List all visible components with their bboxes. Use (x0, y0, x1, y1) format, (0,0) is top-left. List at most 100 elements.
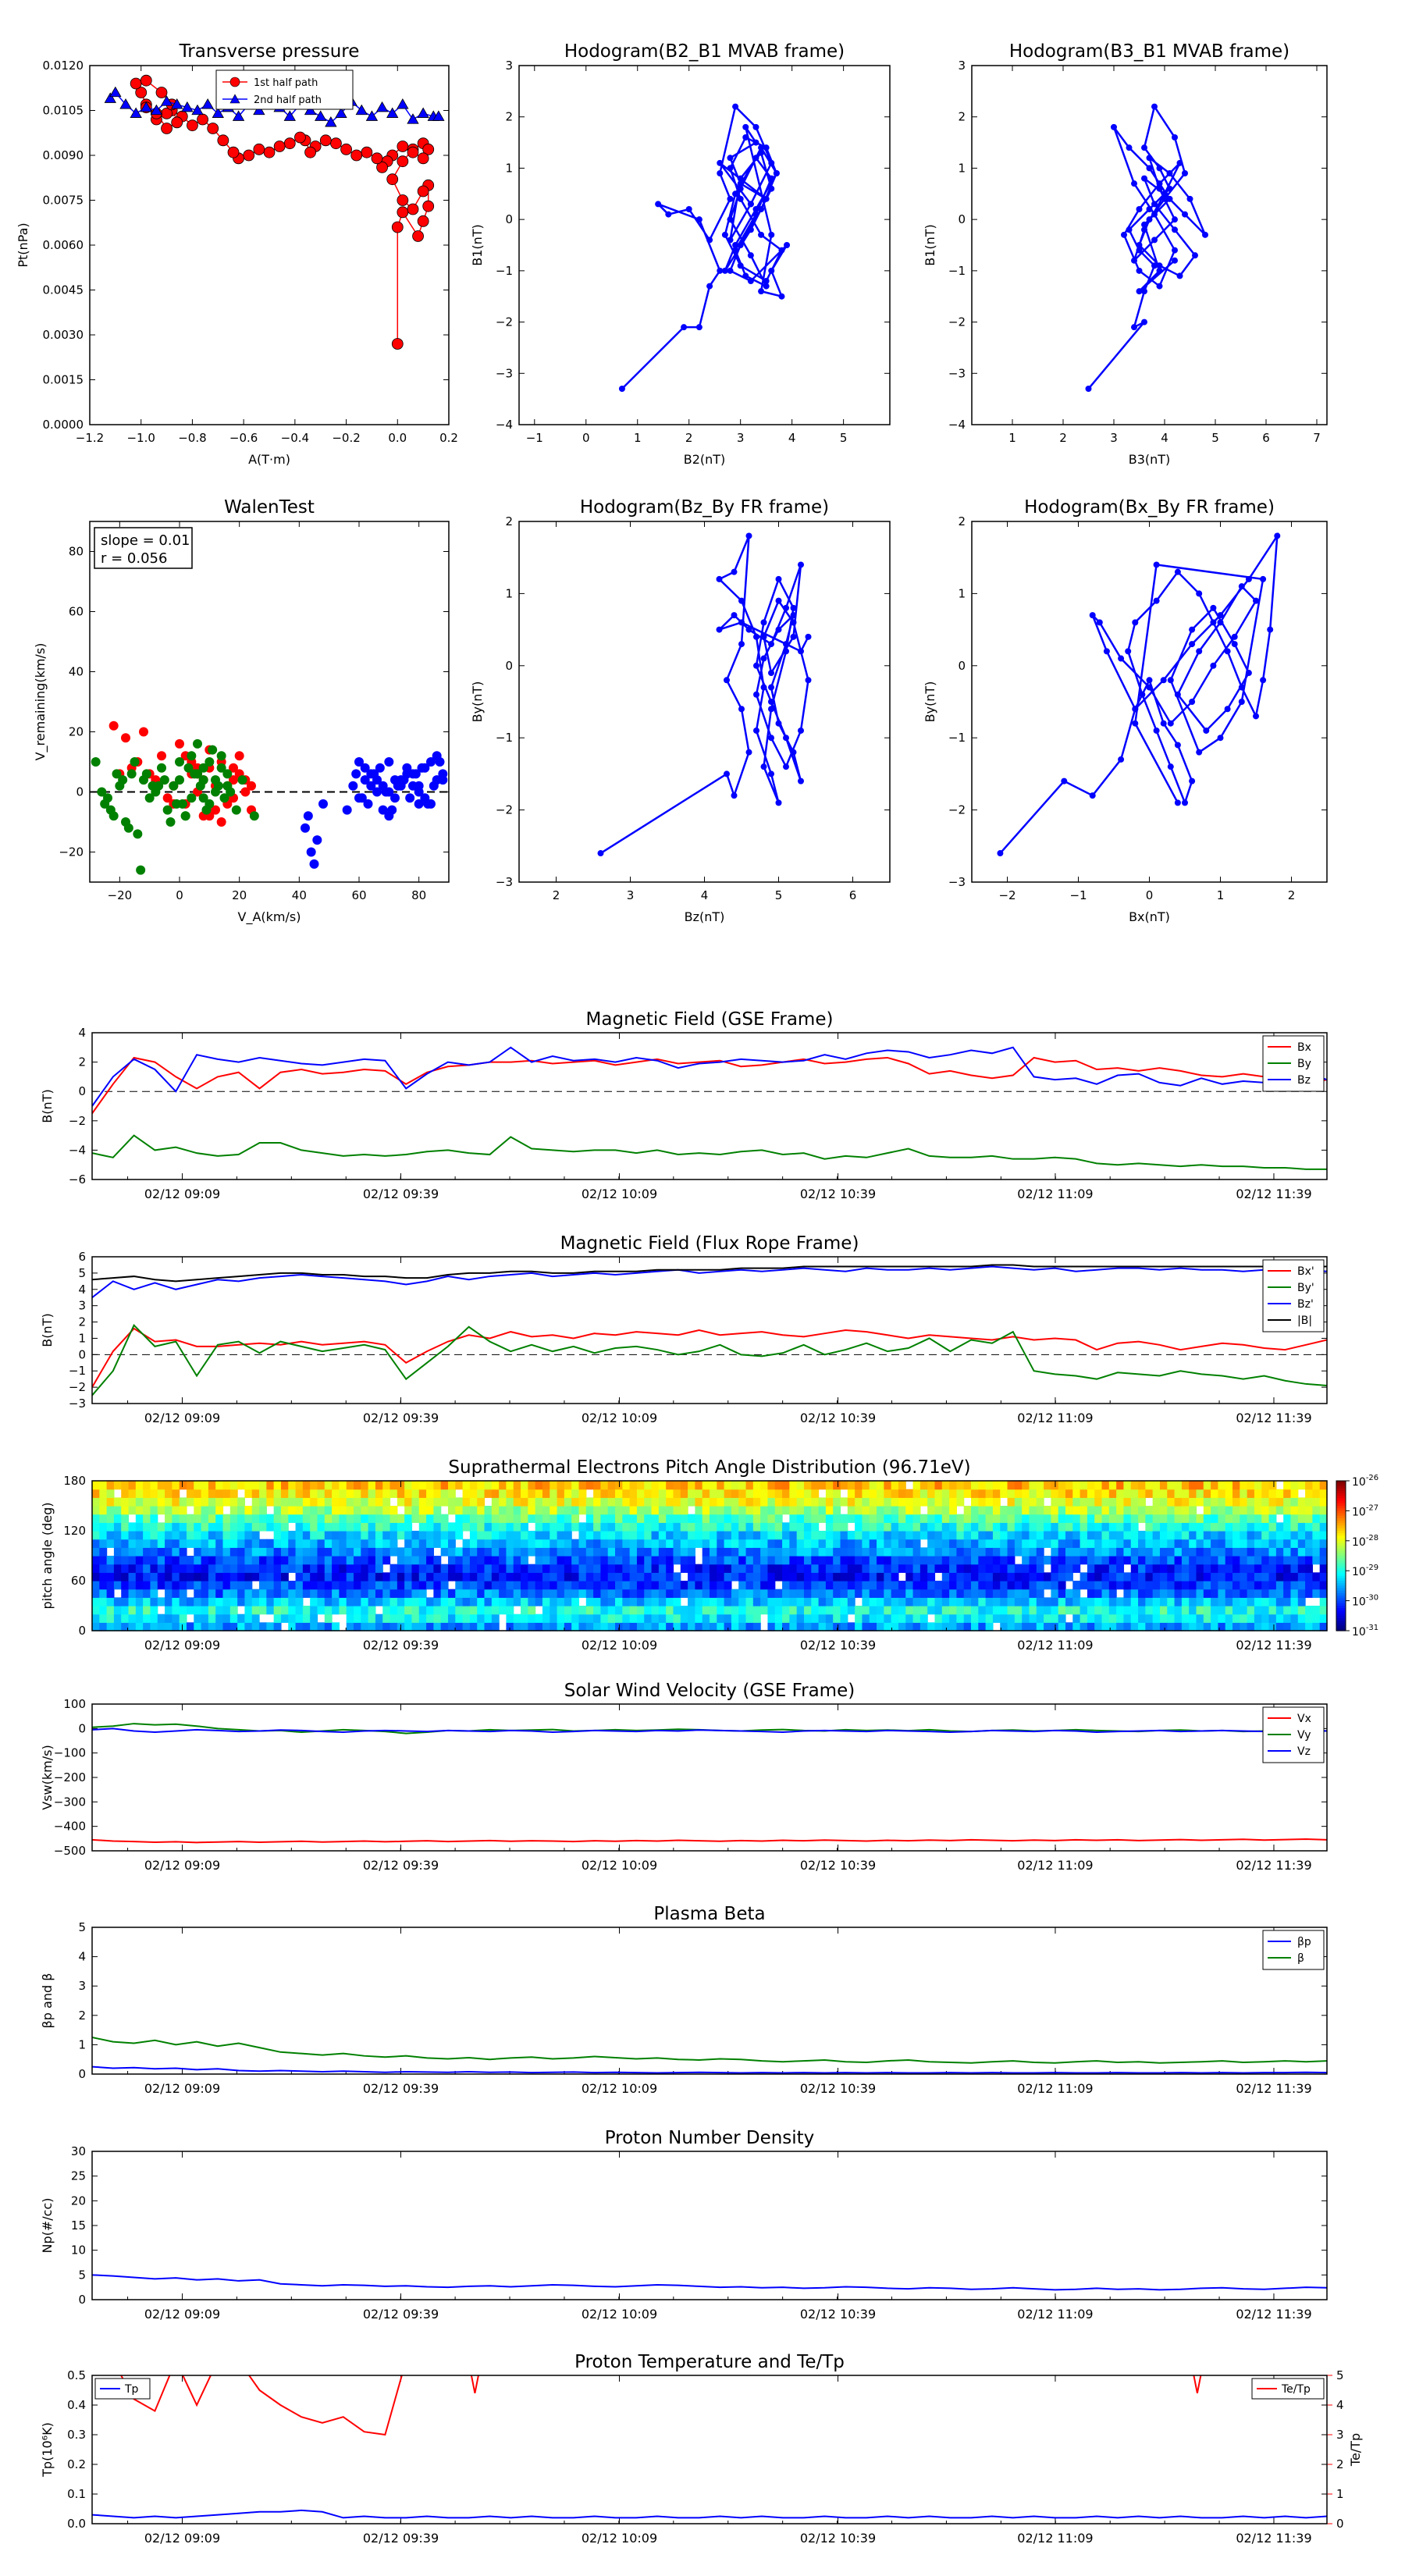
heatmap-cell (542, 1506, 550, 1515)
y-tick-label: 0.0000 (43, 418, 84, 432)
heatmap-cell (796, 1597, 805, 1606)
data-point (402, 763, 412, 773)
heatmap-cell (956, 1522, 965, 1532)
heatmap-cell (135, 1556, 144, 1565)
heatmap-cell (796, 1539, 805, 1548)
heatmap-cell (1072, 1581, 1081, 1590)
heatmap-cell (1211, 1556, 1219, 1565)
heatmap-cell (172, 1597, 180, 1606)
heatmap-cell (389, 1589, 398, 1598)
heatmap-cell (165, 1481, 173, 1490)
heatmap-cell (1152, 1539, 1161, 1548)
heatmap-cell (1000, 1614, 1008, 1623)
heatmap-cell (332, 1564, 340, 1573)
heatmap-cell (280, 1531, 289, 1540)
heatmap-cell (789, 1564, 798, 1573)
heatmap-cell (208, 1497, 216, 1507)
heatmap-cell (636, 1622, 645, 1631)
heatmap-cell (615, 1489, 623, 1498)
heatmap-cell (477, 1539, 486, 1548)
heatmap-cell (215, 1572, 224, 1582)
heatmap-cell (368, 1497, 376, 1507)
data-point (1253, 597, 1259, 604)
heatmap-cell (361, 1556, 369, 1565)
heatmap-cell (607, 1622, 616, 1631)
heatmap-cell (1101, 1522, 1110, 1532)
heatmap-cell (194, 1622, 202, 1631)
x-tick-label: 02/12 11:39 (1236, 2307, 1311, 2322)
heatmap-cell (702, 1481, 710, 1490)
heatmap-cell (1196, 1531, 1204, 1540)
heatmap-cell (651, 1497, 660, 1507)
heatmap-cell (818, 1531, 827, 1540)
heatmap-cell (251, 1506, 260, 1515)
heatmap-cell (1275, 1614, 1284, 1623)
data-point (784, 242, 791, 248)
heatmap-cell (179, 1506, 187, 1515)
data-point (1118, 655, 1125, 662)
heatmap-cell (600, 1614, 609, 1623)
heatmap-cell (745, 1522, 754, 1532)
heatmap-cell (222, 1514, 231, 1523)
heatmap-cell (280, 1481, 289, 1490)
heatmap-cell (695, 1506, 703, 1515)
heatmap-cell (1108, 1522, 1117, 1532)
heatmap-cell (855, 1547, 863, 1557)
heatmap-cell (1123, 1556, 1132, 1565)
heatmap-cell (1174, 1572, 1183, 1582)
heatmap-cell (1268, 1481, 1277, 1490)
heatmap-cell (426, 1614, 434, 1623)
heatmap-cell (869, 1581, 877, 1590)
heatmap-cell (440, 1481, 449, 1490)
data-point (432, 110, 445, 121)
data-point (160, 95, 173, 106)
heatmap-cell (760, 1556, 769, 1565)
heatmap-cell (346, 1497, 354, 1507)
y-tick-label: 0.4 (67, 2398, 86, 2412)
heatmap-cell (1080, 1597, 1088, 1606)
data-point (805, 633, 812, 640)
heatmap-cell (165, 1597, 173, 1606)
data-point (747, 278, 754, 284)
heatmap-cell (891, 1564, 899, 1573)
heatmap-cell (106, 1497, 115, 1507)
y-right-tick-label: 4 (1336, 2398, 1344, 2412)
heatmap-cell (1145, 1564, 1154, 1573)
heatmap-cell (1022, 1564, 1030, 1573)
heatmap-cell (1283, 1506, 1292, 1515)
heatmap-cell (760, 1514, 769, 1523)
y-tick-label: 60 (69, 605, 84, 619)
heatmap-cell (905, 1497, 914, 1507)
heatmap-cell (710, 1489, 717, 1498)
heatmap-cell (963, 1581, 972, 1590)
heatmap-cell (891, 1589, 899, 1598)
heatmap-cell (796, 1514, 805, 1523)
heatmap-cell (898, 1589, 906, 1598)
colorbar-step (1336, 1615, 1346, 1619)
data-point (1161, 195, 1168, 202)
heatmap-cell (368, 1597, 376, 1606)
heatmap-cell (208, 1614, 216, 1623)
x-tick-label: 02/12 10:09 (582, 2081, 657, 2096)
heatmap-cell (680, 1556, 688, 1565)
heatmap-cell (651, 1481, 660, 1490)
data-point (361, 146, 373, 158)
data-point (790, 612, 797, 619)
heatmap-cell (1152, 1606, 1161, 1615)
heatmap-cell (912, 1597, 921, 1606)
heatmap-cell (251, 1497, 260, 1507)
heatmap-cell (919, 1556, 928, 1565)
heatmap-cell (949, 1547, 957, 1557)
data-point (414, 799, 424, 809)
heatmap-cell (92, 1622, 100, 1631)
heatmap-cell (251, 1572, 260, 1582)
heatmap-cell (680, 1547, 688, 1557)
heatmap-cell (615, 1556, 623, 1565)
heatmap-cell (426, 1506, 434, 1515)
heatmap-cell (1044, 1489, 1051, 1498)
heatmap-cell (629, 1572, 638, 1582)
data-point (731, 612, 738, 619)
heatmap-cell (447, 1547, 456, 1557)
heatmap-cell (324, 1514, 333, 1523)
heatmap-cell (1036, 1489, 1044, 1498)
